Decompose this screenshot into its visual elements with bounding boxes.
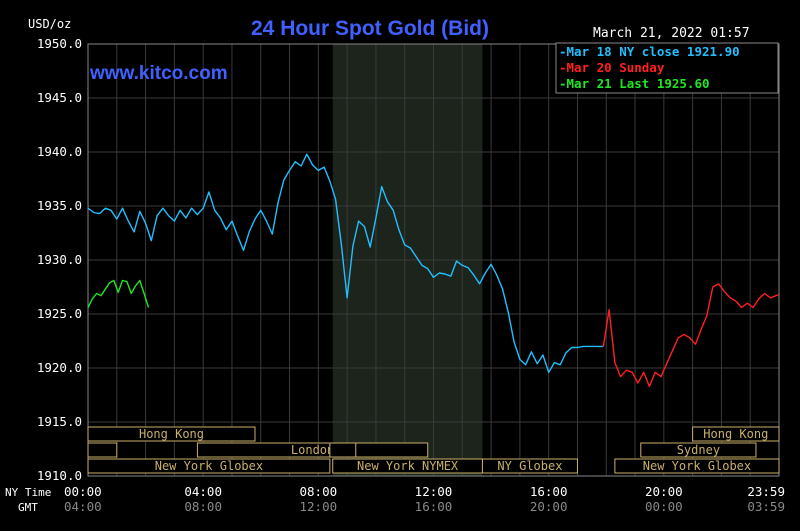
y-tick-label: 1950.0 (37, 36, 82, 51)
x-tick-label-ny: 12:00 (415, 484, 453, 499)
x-axis-ticks: 00:0004:0004:0008:0008:0012:0012:0016:00… (64, 484, 785, 514)
session-box (87, 426, 256, 442)
session-box (640, 442, 757, 458)
y-tick-label: 1915.0 (37, 414, 82, 429)
x-tick-label-gmt: 16:00 (415, 499, 453, 514)
session-label: New York Globex (643, 459, 751, 473)
x-tick-label-ny: 16:00 (530, 484, 568, 499)
session-label: Hong Kong (139, 427, 204, 441)
session-box (329, 442, 357, 458)
y-tick-label: 1925.0 (37, 306, 82, 321)
x-tick-label-gmt: 12:00 (300, 499, 338, 514)
price-series (87, 153, 779, 388)
gmt-label: GMT (18, 501, 38, 514)
legend-entry-mar18: -Mar 18 NY close 1921.90 (559, 44, 740, 59)
session-label: NY Globex (497, 459, 562, 473)
session-label: London (291, 443, 334, 457)
y-tick-label: 1930.0 (37, 252, 82, 267)
plot-border (87, 43, 780, 477)
y-tick-label: 1935.0 (37, 198, 82, 213)
legend: -Mar 18 NY close 1921.90 -Mar 20 Sunday … (555, 42, 779, 94)
y-tick-label: 1945.0 (37, 90, 82, 105)
ny-time-label: NY Time (5, 486, 51, 499)
session-box (87, 442, 118, 458)
x-tick-label-gmt: 04:00 (64, 499, 102, 514)
legend-entry-mar21: -Mar 21 Last 1925.60 (559, 76, 710, 91)
x-tick-label-gmt: 03:59 (747, 499, 785, 514)
y-tick-label: 1940.0 (37, 144, 82, 159)
y-tick-label: 1910.0 (37, 468, 82, 483)
session-box (614, 458, 780, 474)
legend-entry-mar20: -Mar 20 Sunday (559, 60, 665, 75)
y-axis-ticks: 1950.0 1945.0 1940.0 1935.0 1930.0 1925.0 1920… (37, 36, 82, 483)
x-tick-label-gmt: 00:00 (645, 499, 683, 514)
x-tick-label-gmt: 20:00 (530, 499, 568, 514)
session-label: New York Globex (155, 459, 263, 473)
x-tick-label-ny: 08:00 (300, 484, 338, 499)
x-tick-label-ny: 00:00 (64, 484, 102, 499)
session-label: Sydney (677, 443, 720, 457)
session-box (481, 458, 578, 474)
series-line-mar-20 (602, 283, 779, 388)
market-sessions: Hong Kong London New York Globex New York N… (87, 426, 780, 474)
watermark: www.kitco.com (89, 63, 228, 84)
timestamp: March 21, 2022 01:57 (593, 26, 750, 41)
session-box (87, 458, 331, 474)
y-axis-unit-label: USD/oz (28, 17, 71, 31)
chart-title: 24 Hour Spot Gold (Bid) (251, 17, 489, 40)
x-tick-label-ny: 04:00 (184, 484, 222, 499)
x-tick-label-ny: 23:59 (747, 484, 785, 499)
session-box (692, 426, 780, 442)
series-line-mar-21 (87, 279, 150, 308)
x-tick-label-gmt: 08:00 (184, 499, 222, 514)
y-tick-label: 1920.0 (37, 360, 82, 375)
session-label: Hong Kong (703, 427, 768, 441)
session-box (196, 442, 429, 458)
session-label: New York NYMEX (357, 459, 459, 473)
series-line-mar-18 (87, 153, 604, 373)
legend-box (555, 42, 779, 94)
x-tick-label-ny: 20:00 (645, 484, 683, 499)
